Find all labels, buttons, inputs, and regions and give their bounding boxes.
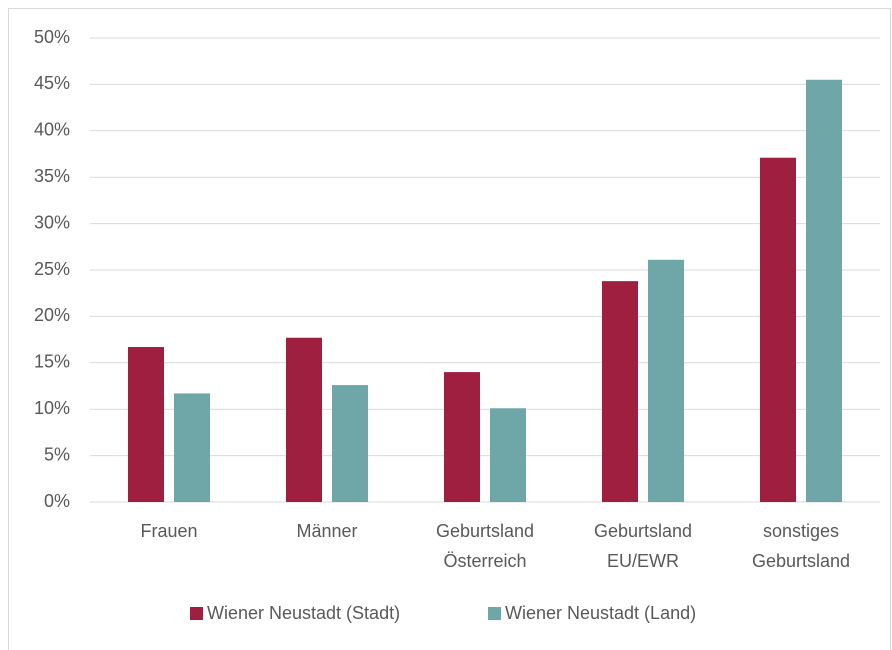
legend-swatch — [190, 607, 203, 620]
legend-label: Wiener Neustadt (Stadt) — [207, 603, 400, 623]
bar — [174, 393, 210, 502]
y-tick-label: 40% — [34, 120, 70, 140]
bar — [490, 408, 526, 502]
x-tick-label: Geburtsland — [436, 521, 534, 541]
bar — [806, 79, 842, 502]
y-tick-label: 25% — [34, 259, 70, 279]
x-tick-label: sonstiges — [763, 521, 839, 541]
x-tick-label: Geburtsland — [594, 521, 692, 541]
bar — [286, 337, 322, 502]
x-tick-label: Geburtsland — [752, 551, 850, 571]
x-tick-label: EU/EWR — [607, 551, 679, 571]
bar — [648, 259, 684, 502]
chart-frame — [8, 8, 891, 650]
bar — [760, 157, 796, 502]
y-tick-label: 10% — [34, 398, 70, 418]
y-tick-label: 5% — [44, 444, 70, 464]
y-tick-label: 0% — [44, 491, 70, 511]
y-tick-label: 15% — [34, 352, 70, 372]
x-tick-label: Männer — [296, 521, 357, 541]
bar — [128, 347, 164, 502]
x-tick-label: Österreich — [443, 551, 526, 571]
legend-label: Wiener Neustadt (Land) — [505, 603, 696, 623]
y-tick-label: 20% — [34, 305, 70, 325]
y-tick-label: 30% — [34, 212, 70, 232]
x-tick-label: Frauen — [140, 521, 197, 541]
y-tick-label: 45% — [34, 73, 70, 93]
y-tick-label: 35% — [34, 166, 70, 186]
bar — [444, 372, 480, 502]
y-tick-label: 50% — [34, 27, 70, 47]
bar — [602, 281, 638, 502]
legend-swatch — [488, 607, 501, 620]
bar — [332, 385, 368, 502]
